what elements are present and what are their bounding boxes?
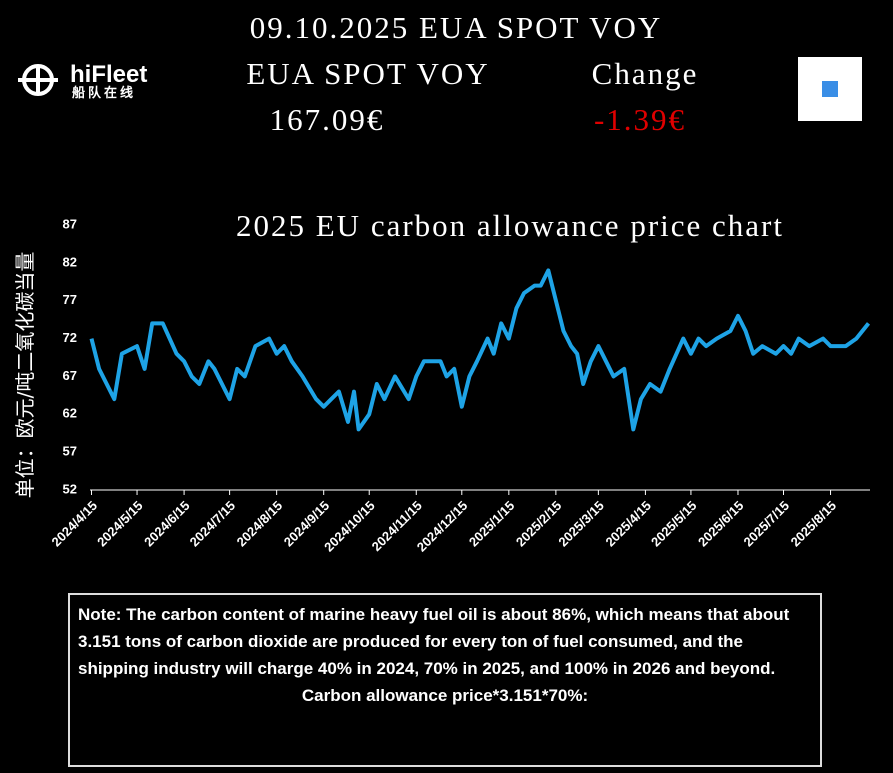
y-tick-label: 77	[63, 292, 77, 307]
qr-logo	[822, 81, 838, 97]
price-line	[89, 268, 871, 432]
y-tick-label: 62	[63, 406, 77, 421]
logo-sub: 船队在线	[72, 85, 136, 101]
x-tick-label: 2025/7/15	[741, 498, 793, 550]
change: -1.39€	[594, 102, 686, 137]
y-tick-label: 52	[63, 481, 77, 496]
chart: 09.10.2025 EUA SPOT VOY hiFleet 船队在线 EUA…	[13, 10, 871, 555]
x-tick-label: 2024/6/15	[141, 498, 193, 550]
x-tick-label: 2025/5/15	[648, 498, 700, 550]
x-tick-label: 2024/4/15	[49, 498, 101, 550]
y-tick-label: 57	[63, 444, 77, 459]
y-axis-label: 单位：欧元/吨二氧化碳当量	[13, 252, 37, 499]
y-tick-label: 72	[63, 330, 77, 345]
logo	[18, 64, 58, 96]
x-tick-label: 2025/8/15	[788, 498, 840, 550]
x-tick-label: 2024/5/15	[94, 498, 146, 550]
note: Note: The carbon content of marine heavy…	[68, 593, 822, 767]
label-right: Change	[592, 56, 699, 91]
x-tick-label: 2025/4/15	[602, 498, 654, 550]
y-tick-label: 67	[63, 368, 77, 383]
x-tick-label: 2025/6/15	[695, 498, 747, 550]
x-tick-label: 2025/3/15	[555, 498, 607, 550]
x-tick-label: 2024/7/15	[187, 498, 239, 550]
label-left: EUA SPOT VOY	[246, 56, 489, 91]
chart-title: 2025 EU carbon allowance price chart	[236, 208, 784, 243]
y-tick-label: 87	[63, 216, 77, 231]
header-title: 09.10.2025 EUA SPOT VOY	[250, 10, 663, 45]
y-tick-label: 82	[63, 254, 77, 269]
x-tick-label: 2024/8/15	[234, 498, 286, 550]
logo-name: hiFleet	[70, 61, 147, 88]
x-tick-label: 2025/1/15	[466, 498, 518, 550]
x-tick-label: 2025/2/15	[513, 498, 565, 550]
note-text: Note: The carbon content of marine heavy…	[78, 605, 790, 678]
price: 167.09€	[270, 102, 385, 137]
note-formula: Carbon allowance price*3.151*70%:	[301, 686, 589, 705]
